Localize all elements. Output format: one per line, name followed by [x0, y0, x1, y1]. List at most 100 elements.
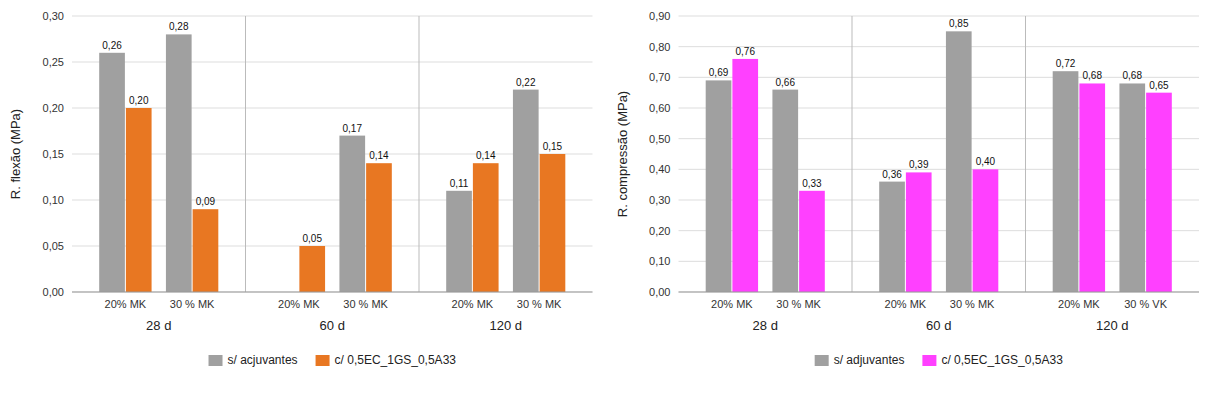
bar: [473, 163, 499, 292]
y-tick-label: 0,10: [43, 194, 64, 206]
grid-line: [679, 292, 1200, 293]
chart-panel: 0,00 0,10 0,20 0,30 0,40 0,50 0,60 0,70 0,80 0,90…: [615, 10, 1200, 367]
data-label: 0,11: [450, 178, 469, 189]
bar: [906, 172, 932, 292]
group-label: 60 d: [926, 318, 951, 333]
bar: [126, 108, 152, 292]
x-tick-label: 20% MK: [711, 298, 753, 310]
x-tick-label: 20% MK: [1058, 298, 1100, 310]
bar: [1119, 83, 1145, 292]
y-axis-label: R. compressão (MPa): [615, 91, 630, 217]
data-label: 0,69: [709, 67, 729, 78]
legend-label: c/ 0,5EC_1GS_0,5A33: [335, 353, 457, 367]
bar: [946, 31, 972, 292]
y-tick-label: 0,50: [649, 133, 670, 145]
legend: s/ acjuvantes c/ 0,5EC_1GS_0,5A33: [209, 353, 457, 367]
group-separator: [419, 16, 420, 292]
y-tick-label: 0,30: [43, 10, 64, 22]
legend: s/ adjuvantes c/ 0,5EC_1GS_0,5A33: [815, 353, 1063, 367]
data-label: 0,05: [302, 233, 322, 244]
data-label: 0,39: [909, 159, 929, 170]
x-tick-label: 20% MK: [452, 298, 494, 310]
x-axis-line: [72, 292, 593, 293]
legend-swatch: [209, 355, 223, 366]
data-labels: 0,260,280,170,110,220,200,090,050,140,14…: [102, 21, 562, 244]
bar: [299, 246, 325, 292]
grid-line: [679, 46, 1200, 47]
legend-swatch: [316, 355, 330, 366]
bar: [513, 90, 539, 292]
legend-item: c/ 0,5EC_1GS_0,5A33: [316, 353, 457, 367]
bar: [879, 182, 905, 292]
y-tick-label: 0,10: [649, 255, 670, 267]
grid-line: [72, 62, 593, 63]
data-label: 0,72: [1056, 58, 1076, 69]
group-separator: [1025, 16, 1026, 292]
bar: [339, 136, 365, 292]
data-labels: 0,690,660,360,850,720,680,760,330,390,40…: [709, 18, 1169, 188]
group-label: 120 d: [489, 318, 522, 333]
bar: [1053, 71, 1079, 292]
x-tick-label: 30 % MK: [343, 298, 388, 310]
data-label: 0,26: [102, 40, 122, 51]
data-label: 0,09: [196, 196, 216, 207]
bar: [540, 154, 566, 292]
y-tick-label: 0,20: [43, 102, 64, 114]
bar: [1079, 83, 1105, 292]
y-tick-label: 0,00: [43, 286, 64, 298]
bar: [973, 169, 999, 292]
x-tick-label: 20% MK: [885, 298, 927, 310]
data-label: 0,14: [476, 150, 496, 161]
bar: [366, 163, 392, 292]
data-label: 0,33: [802, 178, 822, 189]
data-label: 0,66: [776, 77, 796, 88]
chart-panel: 0,000,050,100,150,200,250,30R. flexão (M…: [8, 10, 593, 367]
x-tick-label: 30 % MK: [170, 298, 215, 310]
y-tick-label: 0,40: [649, 163, 670, 175]
y-tick-label: 0,20: [649, 225, 670, 237]
grid-line: [679, 16, 1200, 17]
group-label: 28 d: [146, 318, 171, 333]
data-label: 0,68: [1123, 70, 1143, 81]
data-label: 0,14: [369, 150, 389, 161]
data-label: 0,36: [882, 169, 902, 180]
y-tick-label: 0,30: [649, 194, 670, 206]
group-label: 120 d: [1096, 318, 1129, 333]
bar: [706, 80, 732, 292]
y-tick-label: 0,90: [649, 10, 670, 22]
data-label: 0,68: [1082, 70, 1102, 81]
x-axis-line: [679, 292, 1200, 293]
legend-label: s/ acjuvantes: [228, 353, 298, 367]
data-label: 0,22: [516, 77, 536, 88]
y-tick-label: 0,70: [649, 71, 670, 83]
bar: [446, 191, 472, 292]
y-tick-label: 0,05: [43, 240, 64, 252]
data-label: 0,28: [169, 21, 189, 32]
x-tick-label: 30 % MK: [950, 298, 995, 310]
bar: [1146, 93, 1172, 292]
bar: [732, 59, 758, 292]
legend-swatch: [922, 355, 936, 366]
x-tick-label: 30 % VK: [1124, 298, 1167, 310]
grid-line: [72, 16, 593, 17]
legend-swatch: [815, 355, 829, 366]
data-label: 0,76: [735, 46, 755, 57]
group-label: 60 d: [320, 318, 345, 333]
legend-item: c/ 0,5EC_1GS_0,5A33: [922, 353, 1063, 367]
x-tick-label: 30 % MK: [517, 298, 562, 310]
bar: [193, 209, 219, 292]
y-tick-label: 0,25: [43, 56, 64, 68]
y-tick-label: 0,80: [649, 41, 670, 53]
bar: [799, 191, 825, 292]
group-label: 28 d: [753, 318, 778, 333]
group-separator: [852, 16, 853, 292]
data-label: 0,85: [949, 18, 969, 29]
bar: [772, 90, 798, 292]
legend-item: s/ adjuvantes: [815, 353, 905, 367]
group-separator: [245, 16, 246, 292]
y-tick-label: 0,60: [649, 102, 670, 114]
legend-item: s/ acjuvantes: [209, 353, 298, 367]
y-tick-label: 0,00: [649, 286, 670, 298]
data-label: 0,65: [1149, 80, 1169, 91]
y-tick-label: 0,15: [43, 148, 64, 160]
